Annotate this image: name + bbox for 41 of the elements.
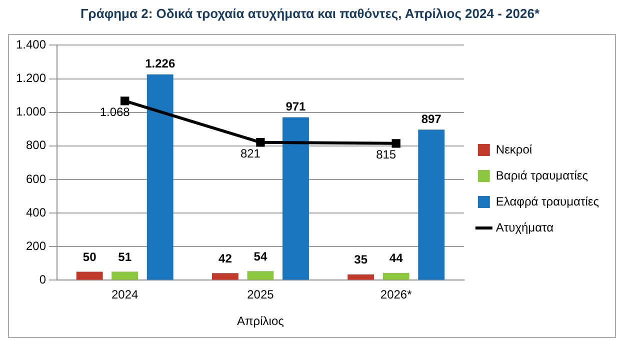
y-tick-label: 1.200	[16, 71, 46, 86]
y-tick-label: 800	[26, 138, 46, 152]
data-label: 35	[354, 252, 368, 267]
data-label: 50	[82, 250, 97, 264]
legend-label: Βαριά τραυματίες	[496, 168, 588, 182]
bar	[247, 271, 274, 280]
y-tick-label: 1.000	[16, 104, 46, 119]
data-label: 815	[376, 148, 396, 162]
point	[120, 96, 130, 106]
data-label: 44	[389, 251, 404, 266]
legend-label: Ελαφρά τραυματίες	[496, 194, 600, 208]
bar	[382, 272, 410, 280]
x-tick-label: 2025	[247, 288, 274, 302]
bar	[282, 117, 309, 280]
legend-label: Νεκροί	[496, 142, 532, 156]
bar	[76, 272, 103, 280]
y-tick-label: 600	[26, 172, 46, 186]
data-label: 897	[421, 112, 442, 126]
chart-title: Γράφημα 2: Οδικά τροχαία ατυχήματα και παθόντες, Απρίλιος 2024 - 2026*	[79, 6, 541, 21]
bar	[418, 130, 445, 280]
data-label: 54	[254, 249, 268, 264]
y-tick-label: 1.400	[16, 38, 46, 52]
data-label: 42	[218, 251, 232, 266]
bar	[212, 273, 238, 280]
x-tick-label: 2026*	[380, 288, 412, 302]
bar	[112, 272, 138, 280]
y-tick-label: 200	[26, 238, 46, 253]
data-label: 1.226	[145, 56, 176, 71]
point	[256, 138, 265, 147]
data-label: 1.068	[100, 105, 130, 120]
data-label: 971	[286, 100, 306, 114]
x-axis-title: Απρίλιος	[237, 314, 284, 328]
bar	[146, 74, 174, 280]
legend-label: Ατυχήματα	[496, 220, 554, 234]
x-tick-label: 2024	[111, 288, 139, 302]
point	[392, 139, 400, 148]
y-tick-label: 400	[26, 205, 46, 220]
data-label: 51	[118, 250, 132, 264]
y-tick-label: 0	[39, 272, 46, 287]
data-label: 821	[240, 146, 261, 161]
bar	[348, 274, 374, 280]
